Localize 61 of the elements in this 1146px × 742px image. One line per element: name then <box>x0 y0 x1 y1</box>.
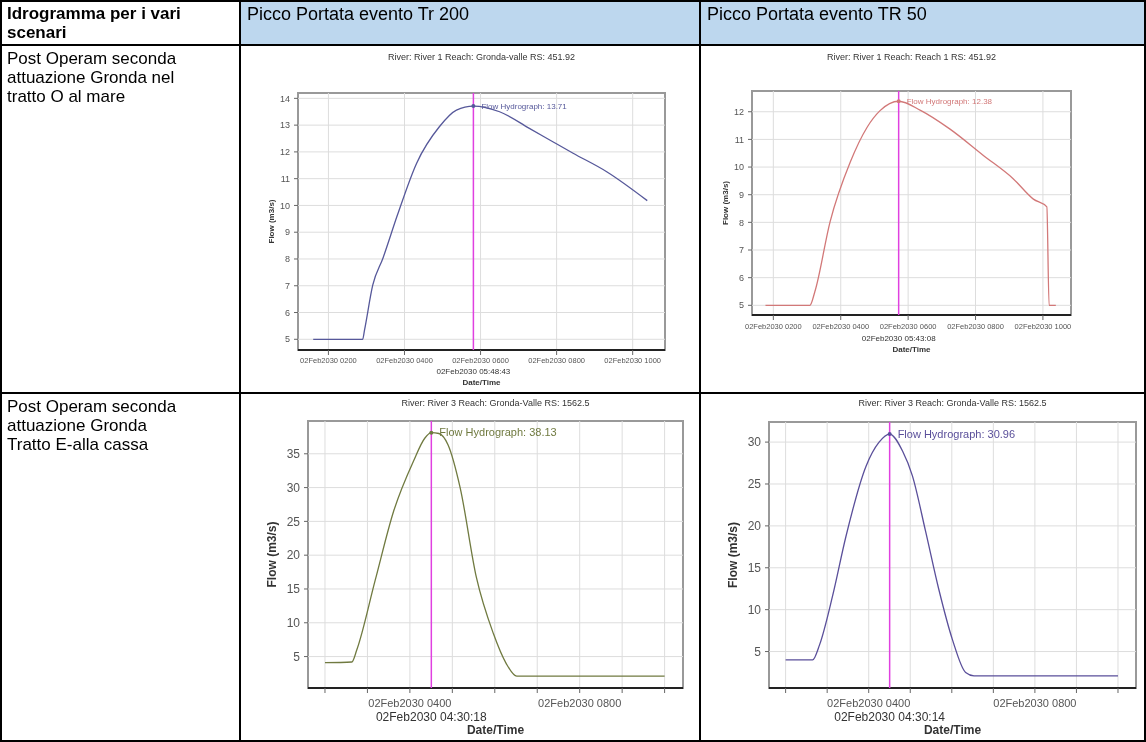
x-tick-label: 02Feb2030 0800 <box>993 696 1077 709</box>
ref-line-label: 02Feb2030 04:30:14 <box>834 710 946 725</box>
y-tick-label: 11 <box>280 173 290 184</box>
y-tick-label: 5 <box>738 300 744 311</box>
y-tick-label: 25 <box>286 514 301 529</box>
y-tick-label: 5 <box>293 649 301 664</box>
y-tick-label: 25 <box>747 477 762 492</box>
y-tick-label: 13 <box>279 120 290 131</box>
y-tick-label: 10 <box>279 200 290 211</box>
y-tick-label: 6 <box>738 272 744 283</box>
y-tick-label: 10 <box>286 615 301 630</box>
y-axis-title: Flow (m3/s) <box>726 521 740 589</box>
text: Post Operam seconda attuazione Gronda Tratto E-alla cassa <box>7 397 177 454</box>
text: Picco Portata evento Tr 200 <box>247 4 470 24</box>
x-axis-title: Date/Time <box>892 345 932 354</box>
y-tick-label: 30 <box>286 480 301 495</box>
y-tick-label: 8 <box>738 217 744 228</box>
y-tick-label: 35 <box>286 446 301 461</box>
annotation: Flow Hydrograph: 12.38 <box>906 97 993 107</box>
line-series <box>764 100 1057 306</box>
x-axis-title: Date/Time <box>462 378 502 387</box>
y-tick-label: 15 <box>286 582 301 597</box>
x-axis-title: Date/Time <box>923 723 982 737</box>
line-series <box>312 105 648 340</box>
x-tick-label: 02Feb2030 0400 <box>827 696 911 709</box>
x-tick-label: 02Feb2030 0800 <box>538 696 622 709</box>
y-tick-label: 11 <box>734 134 744 145</box>
y-tick-label: 20 <box>286 548 301 563</box>
text: Post Operam seconda attuazione Gronda nel tratto O al mare <box>7 49 177 106</box>
annotation: Flow Hydrograph: 38.13 <box>439 426 557 439</box>
x-axis-title: Date/Time <box>466 723 525 737</box>
ref-line-label: 02Feb2030 04:30:18 <box>375 710 488 725</box>
y-axis-title: Flow (m3/s) <box>267 199 276 244</box>
y-tick-label: 7 <box>738 245 744 256</box>
y-tick-label: 12 <box>279 147 290 158</box>
chart-title: River: River 1 Reach: Gronda-valle RS: 451.92 <box>387 52 576 62</box>
y-tick-label: 9 <box>738 189 744 200</box>
x-tick-label: 02Feb2030 0400 <box>368 696 452 709</box>
y-tick-label: 9 <box>284 227 290 238</box>
y-tick-label: 10 <box>747 602 762 617</box>
y-tick-label: 7 <box>284 280 290 291</box>
y-tick-label: 6 <box>284 307 290 318</box>
y-tick-label: 30 <box>747 435 762 450</box>
y-axis-title: Flow (m3/s) <box>265 521 279 588</box>
chart-title: River: River 3 Reach: Gronda-Valle RS: 1562.5 <box>858 398 1047 408</box>
y-tick-label: 14 <box>279 93 290 104</box>
y-tick-label: 5 <box>754 644 762 659</box>
text: Picco Portata evento TR 50 <box>707 4 927 24</box>
y-tick-label: 10 <box>733 162 744 173</box>
chart-title: River: River 1 Reach: Reach 1 RS: 451.92 <box>826 52 997 62</box>
y-axis-title: Flow (m3/s) <box>721 180 730 226</box>
y-tick-label: 12 <box>733 106 744 117</box>
y-tick-label: 20 <box>747 519 762 534</box>
annotation: Flow Hydrograph: 30.96 <box>897 427 1016 440</box>
text: Idrogramma per i vari scenari <box>7 4 181 42</box>
y-tick-label: 5 <box>284 334 290 345</box>
ref-line-label: 02Feb2030 05:48:43 <box>436 366 511 376</box>
ref-line-label: 02Feb2030 05:43:08 <box>861 333 937 343</box>
y-tick-label: 8 <box>284 254 290 265</box>
y-tick-label: 15 <box>747 560 762 575</box>
chart-title: River: River 3 Reach: Gronda-Valle RS: 1562.5 <box>401 398 590 408</box>
